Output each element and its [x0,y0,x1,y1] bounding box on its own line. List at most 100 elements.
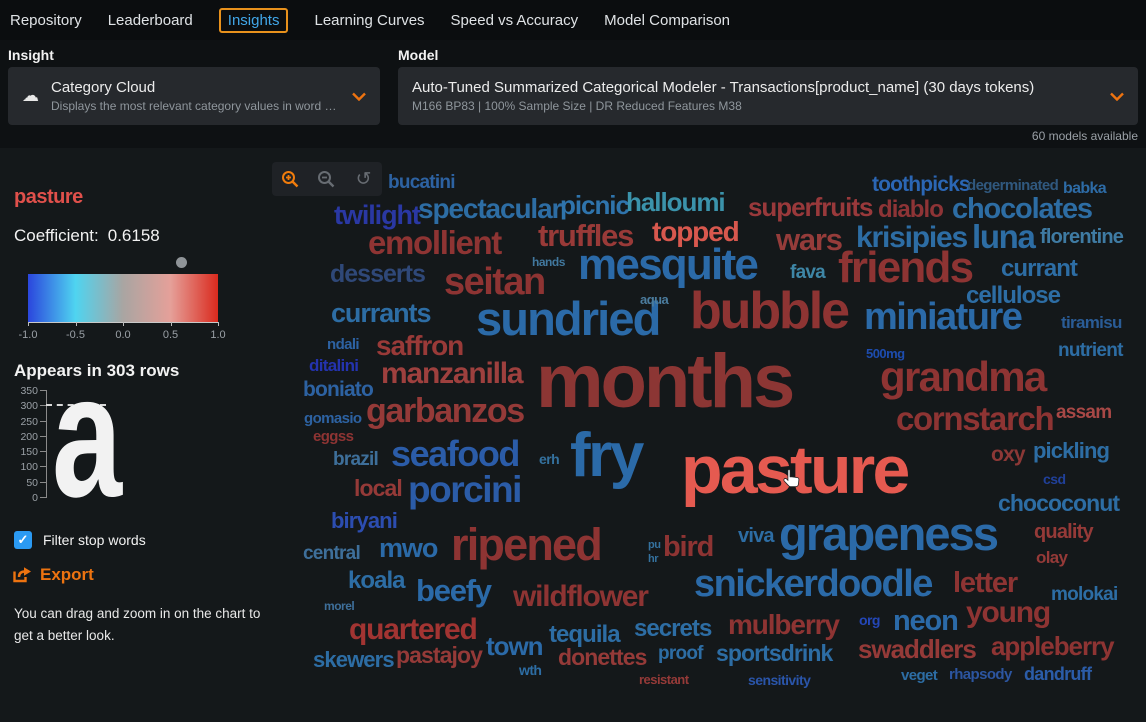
nav-tab-leaderboard[interactable]: Leaderboard [107,11,193,29]
cloud-word-ditalini[interactable]: ditalini [309,356,359,375]
cloud-word-quartered[interactable]: quartered [349,613,478,646]
nav-tab-insights[interactable]: Insights [218,7,289,33]
export-button[interactable]: Export [12,565,94,585]
coefficient-marker-dot[interactable] [176,257,187,268]
cloud-word-saffron[interactable]: saffron [376,330,464,361]
cloud-word-gomasio[interactable]: gomasio [304,410,362,427]
zoom-out-button[interactable] [315,167,339,191]
cloud-word-ripened[interactable]: ripened [451,519,603,570]
cloud-word-central[interactable]: central [303,543,361,564]
cloud-word-ndali[interactable]: ndali [327,336,360,353]
cloud-word-proof[interactable]: proof [658,643,704,664]
cloud-word-boniato[interactable]: boniato [303,378,374,401]
cloud-word-young[interactable]: young [966,596,1051,629]
cloud-word-secrets[interactable]: secrets [634,615,712,642]
cloud-word-florentine[interactable]: florentine [1040,226,1124,248]
cloud-word-town[interactable]: town [486,631,544,661]
cloud-word-beefy[interactable]: beefy [416,573,492,608]
cloud-word-skewers[interactable]: skewers [313,647,395,672]
cloud-word-superfruits[interactable]: superfruits [748,192,873,222]
cloud-word-garbanzos[interactable]: garbanzos [366,392,525,430]
cloud-word-luna[interactable]: luna [972,218,1036,255]
cloud-word-toothpicks[interactable]: toothpicks [872,173,971,196]
nav-tab-model-comparison[interactable]: Model Comparison [604,11,731,29]
cloud-word-local[interactable]: local [354,475,403,501]
cloud-word-currants[interactable]: currants [331,298,431,328]
cloud-word-resistant[interactable]: resistant [639,672,689,687]
cloud-word-seafood[interactable]: seafood [391,433,520,474]
cloud-word-manzanilla[interactable]: manzanilla [381,357,524,390]
cloud-word-molokai[interactable]: molokai [1051,584,1118,605]
cloud-word-wars[interactable]: wars [776,222,843,257]
cloud-word-bird[interactable]: bird [663,531,714,563]
filter-stop-words-checkbox[interactable]: ✓ [14,531,32,549]
cloud-word-eggss[interactable]: eggss [313,428,354,445]
model-dropdown[interactable]: Auto-Tuned Summarized Categorical Modele… [398,67,1138,125]
cloud-word-neon[interactable]: neon [893,605,959,637]
cloud-word-chococonut[interactable]: chococonut [998,490,1120,516]
cloud-word-bucatini[interactable]: bucatini [388,172,456,193]
cloud-word-donettes[interactable]: donettes [558,644,647,670]
cloud-word-diablo[interactable]: diablo [878,196,944,223]
cloud-word-tiramisu[interactable]: tiramisu [1061,313,1122,332]
cloud-word-org[interactable]: org [859,612,880,628]
cloud-word-halloumi[interactable]: halloumi [626,187,726,217]
cloud-word-cellulose[interactable]: cellulose [966,282,1061,309]
cloud-word-currant[interactable]: currant [1001,255,1078,282]
cloud-word-tequila[interactable]: tequila [549,621,621,648]
cloud-word-snickerdoodle[interactable]: snickerdoodle [694,563,933,605]
cloud-word-cornstarch[interactable]: cornstarch [896,400,1055,437]
cloud-word-pickling[interactable]: pickling [1033,438,1110,463]
cloud-word-wth[interactable]: wth [519,662,542,678]
cloud-word-mwo[interactable]: mwo [379,533,438,563]
cloud-word-hr[interactable]: hr [648,553,659,565]
cloud-word-grapeness[interactable]: grapeness [779,507,999,560]
cloud-word-mulberry[interactable]: mulberry [728,609,840,640]
cloud-word-pasture[interactable]: pasture [681,432,910,508]
cloud-word-emollient[interactable]: emollient [368,224,502,261]
cloud-word-sundried[interactable]: sundried [476,292,661,345]
cloud-word-swaddlers[interactable]: swaddlers [858,634,977,664]
cloud-word-brazil[interactable]: brazil [333,449,379,470]
cloud-word-babka[interactable]: babka [1063,180,1107,197]
cloud-word-quality[interactable]: quality [1034,521,1094,543]
cloud-word-desserts[interactable]: desserts [330,260,426,288]
cloud-word-fava[interactable]: fava [790,262,826,283]
nav-tab-speed-vs-accuracy[interactable]: Speed vs Accuracy [450,11,579,29]
cloud-word-degerminated[interactable]: degerminated [967,177,1059,194]
cloud-word-sportsdrink[interactable]: sportsdrink [716,640,833,666]
cloud-word-letter[interactable]: letter [953,567,1018,599]
cloud-word-assam[interactable]: assam [1056,402,1112,423]
cloud-word-aqua[interactable]: aqua [640,292,669,307]
cloud-word-olay[interactable]: olay [1036,548,1068,567]
cloud-word-picnic[interactable]: picnic [560,190,630,220]
cloud-word-appleberry[interactable]: appleberry [991,631,1115,661]
cloud-word-pu[interactable]: pu [648,539,661,551]
cloud-word-friends[interactable]: friends [838,243,974,292]
cloud-word-csd[interactable]: csd [1043,471,1066,487]
cloud-word-pastajoy[interactable]: pastajoy [396,642,483,668]
cloud-word-500mg[interactable]: 500mg [866,346,905,361]
cloud-word-topped[interactable]: topped [652,216,740,247]
cloud-word-bubble[interactable]: bubble [690,282,850,340]
cloud-word-viva[interactable]: viva [738,525,775,547]
cloud-word-miniature[interactable]: miniature [864,296,1023,338]
cloud-word-erh[interactable]: erh [539,451,560,467]
cloud-word-porcini[interactable]: porcini [408,469,522,510]
cloud-word-rhapsody[interactable]: rhapsody [949,666,1012,683]
cloud-word-wildflower[interactable]: wildflower [513,580,649,613]
cloud-word-seitan[interactable]: seitan [444,261,546,303]
cloud-word-mesquite[interactable]: mesquite [578,240,759,289]
cloud-word-krisipies[interactable]: krisipies [856,221,968,254]
insight-dropdown[interactable]: ☁ Category Cloud Displays the most relev… [8,67,380,125]
cloud-word-dandruff[interactable]: dandruff [1024,664,1092,684]
cloud-word-morel[interactable]: morel [324,599,355,613]
cloud-word-nutrient[interactable]: nutrient [1058,340,1123,361]
cloud-word-truffles[interactable]: truffles [538,218,634,253]
cloud-word-hands[interactable]: hands [532,255,565,269]
cloud-word-months[interactable]: months [536,339,795,424]
cloud-word-oxy[interactable]: oxy [991,443,1026,466]
cloud-word-veget[interactable]: veget [901,667,938,684]
zoom-in-button[interactable] [278,167,302,191]
